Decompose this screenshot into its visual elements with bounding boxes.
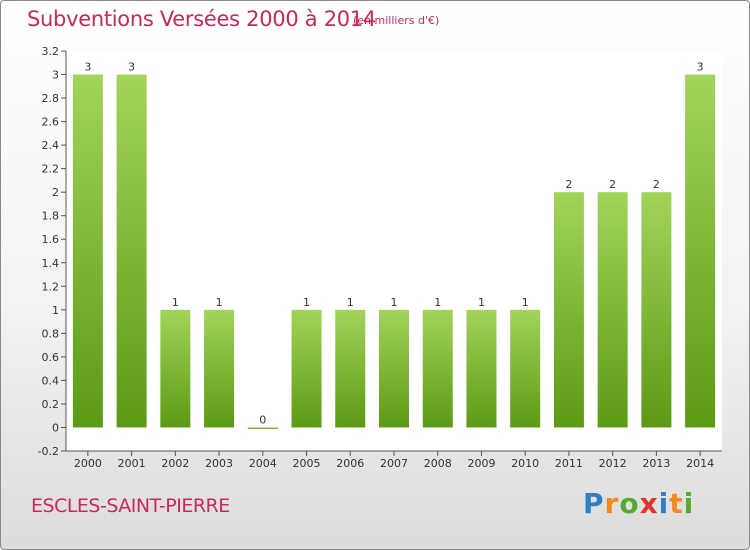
y-tick-label: 1.6: [42, 233, 60, 246]
x-tick-label: 2009: [467, 457, 495, 470]
y-tick-label: 2.8: [42, 92, 60, 105]
data-label-2007: 1: [391, 296, 398, 309]
y-tick-label: 2.4: [42, 139, 60, 152]
x-tick-label: 2003: [205, 457, 233, 470]
chart-subtitle: (en milliers d'€): [353, 14, 440, 27]
bar-2008: [422, 309, 453, 428]
data-label-2000: 3: [84, 61, 91, 74]
bar-2001: [116, 74, 147, 428]
data-label-2002: 1: [172, 296, 179, 309]
data-label-2009: 1: [478, 296, 485, 309]
bar-2012: [597, 192, 628, 428]
x-axis: 2000 2001 2002 2003 2004 2005 2006 2007 2008 2009…: [66, 450, 722, 470]
x-tick-label: 2012: [599, 457, 627, 470]
y-axis: -0.2 0 0.2 0.4 0.6 0.8 1 1.2 1.4 1.6 1.8 2 2.2 2.4 2.6…: [38, 45, 67, 458]
y-tick-label: 0: [52, 421, 59, 434]
x-tick-label: 2000: [74, 457, 102, 470]
proxiti-logo: Proxiti: [583, 487, 694, 520]
data-label-2012: 2: [609, 178, 616, 191]
logo-letter: P: [583, 487, 605, 520]
x-tick-label: 2005: [293, 457, 321, 470]
bar-2005: [291, 309, 322, 428]
data-label-2004: 0: [259, 413, 266, 426]
data-label-2005: 1: [303, 296, 310, 309]
logo-letter: o: [619, 487, 640, 520]
y-tick-label: 1.8: [42, 210, 60, 223]
y-tick-label: 3: [52, 69, 59, 82]
bars: [72, 74, 716, 429]
bar-2010: [510, 309, 541, 428]
data-label-2011: 2: [565, 178, 572, 191]
y-tick-label: 0.6: [42, 351, 60, 364]
y-tick-label: 2.2: [42, 163, 60, 176]
x-tick-label: 2004: [249, 457, 277, 470]
bar-2000: [72, 74, 103, 428]
logo-letter: i: [658, 487, 670, 520]
y-tick-label: -0.2: [38, 445, 59, 458]
x-tick-label: 2001: [118, 457, 146, 470]
bar-2009: [466, 309, 497, 428]
data-labels: 3 3 1 1 0 1 1 1 1 1 1 2 2 2 3: [84, 61, 703, 427]
y-tick-label: 0.2: [42, 398, 60, 411]
y-tick-label: 0.8: [42, 327, 60, 340]
y-tick-label: 3.2: [42, 45, 60, 58]
data-label-2003: 1: [216, 296, 223, 309]
x-tick-label: 2008: [424, 457, 452, 470]
commune-name: ESCLES-SAINT-PIERRE: [31, 495, 230, 517]
y-tick-label: 2: [52, 186, 59, 199]
x-tick-label: 2010: [511, 457, 539, 470]
bar-2004: [247, 427, 278, 429]
logo-letter: t: [669, 487, 684, 520]
data-label-2014: 3: [697, 61, 704, 74]
chart-title: Subventions Versées 2000 à 2014: [27, 7, 376, 31]
y-tick-label: 1.2: [42, 280, 60, 293]
x-tick-label: 2002: [161, 457, 189, 470]
data-label-2013: 2: [653, 178, 660, 191]
bar-2013: [641, 192, 672, 428]
y-tick-label: 2.6: [42, 116, 60, 129]
x-tick-label: 2011: [555, 457, 583, 470]
bar-2006: [335, 309, 366, 428]
data-label-2008: 1: [434, 296, 441, 309]
logo-letter: r: [604, 487, 620, 520]
bar-2007: [379, 309, 409, 428]
x-tick-label: 2007: [380, 457, 408, 470]
bar-2003: [204, 309, 235, 428]
logo-letter: x: [639, 487, 659, 520]
y-tick-label: 1.4: [42, 257, 60, 270]
x-tick-label: 2006: [336, 457, 364, 470]
data-label-2001: 3: [128, 61, 135, 74]
y-tick-label: 0.4: [42, 374, 60, 387]
y-tick-label: 1: [52, 304, 59, 317]
bar-2011: [553, 192, 584, 428]
data-label-2006: 1: [347, 296, 354, 309]
x-tick-label: 2013: [642, 457, 670, 470]
data-label-2010: 1: [522, 296, 529, 309]
logo-letter: i: [683, 487, 695, 520]
bar-2002: [160, 309, 191, 428]
bar-2014: [685, 74, 716, 428]
x-tick-label: 2014: [686, 457, 714, 470]
